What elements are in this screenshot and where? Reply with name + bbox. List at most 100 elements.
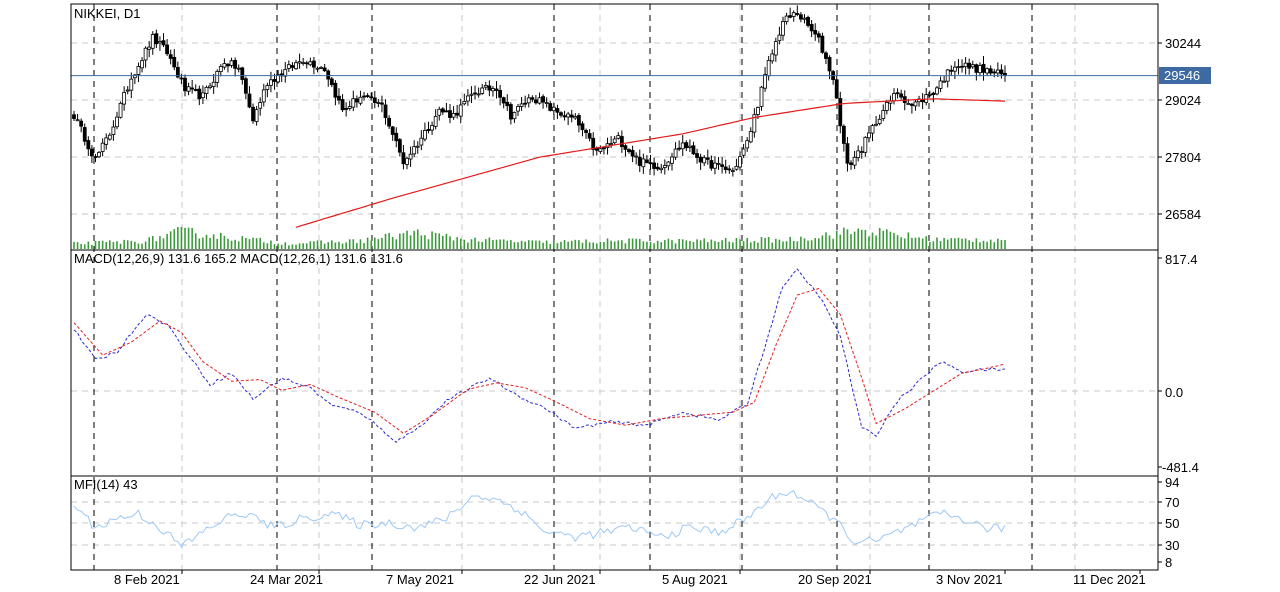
candle-body <box>619 136 624 147</box>
candle-body <box>573 116 578 119</box>
candle-body <box>254 109 259 122</box>
candle-body <box>319 67 323 69</box>
candle-body <box>243 78 248 94</box>
candle-body <box>222 63 227 68</box>
candle-body <box>952 66 957 72</box>
candle-body <box>673 148 678 158</box>
candle-body <box>240 67 245 80</box>
mfi-tick: 70 <box>1165 495 1179 510</box>
candle-body <box>315 67 320 70</box>
candle-body <box>448 110 452 118</box>
candle-body <box>591 137 596 150</box>
candle-body <box>630 150 635 157</box>
candle-body <box>963 62 968 68</box>
price-tick: 27804 <box>1165 150 1201 165</box>
candle-body <box>312 60 316 68</box>
candle-body <box>519 103 524 107</box>
candle-body <box>168 54 173 59</box>
candle-body <box>827 57 832 72</box>
candle-body <box>93 156 98 158</box>
candle-body <box>813 30 818 35</box>
candle-body <box>623 145 628 150</box>
candle-body <box>981 63 986 73</box>
candle-body <box>627 149 631 153</box>
candle-body <box>863 136 868 153</box>
candle-body <box>702 157 707 164</box>
candle-body <box>745 140 750 149</box>
candle-body <box>487 85 492 91</box>
macd-signal-line <box>73 287 1006 434</box>
candle-body <box>301 62 306 64</box>
candle-body <box>741 148 746 156</box>
candle-body <box>444 110 449 113</box>
candle-body <box>995 69 1000 74</box>
candle-body <box>899 93 904 98</box>
candle-body <box>795 13 800 15</box>
candle-body <box>659 167 664 171</box>
candle-body <box>351 98 356 108</box>
candle-body <box>960 65 964 68</box>
x-axis-label: 3 Nov 2021 <box>936 572 1003 587</box>
candle-body <box>172 56 177 68</box>
grid-layer <box>71 4 1158 570</box>
candle-body <box>107 134 112 140</box>
candle-body <box>380 102 384 105</box>
candle-body <box>859 151 864 153</box>
candle-body <box>376 102 381 104</box>
candle-body <box>75 119 80 122</box>
candle-body <box>662 165 667 168</box>
candle-body <box>86 140 91 150</box>
macd-tick: 817.4 <box>1165 252 1198 267</box>
candle-body <box>118 102 123 118</box>
mfi-tick: 8 <box>1165 555 1172 570</box>
candle-body <box>881 110 886 119</box>
candle-body <box>820 35 825 53</box>
price-tick: 26584 <box>1165 207 1201 222</box>
candle-body <box>777 34 782 42</box>
mfi-tick: 94 <box>1165 475 1179 490</box>
candle-body <box>609 143 614 145</box>
x-axis-label: 5 Aug 2021 <box>662 572 728 587</box>
candle-body <box>272 79 277 82</box>
candle-body <box>265 85 270 90</box>
candle-body <box>562 115 567 118</box>
candle-body <box>523 102 528 105</box>
mfi-tick: 30 <box>1165 538 1179 553</box>
candle-body <box>856 150 861 159</box>
candle-body <box>530 97 535 100</box>
x-axis-label: 7 May 2021 <box>386 572 454 587</box>
candle-body <box>884 102 889 111</box>
candle-body <box>748 131 753 143</box>
candle-body <box>387 117 392 127</box>
candle-body <box>713 162 717 169</box>
candle-body <box>548 103 553 111</box>
candle-body <box>666 161 671 167</box>
candle-body <box>286 64 291 69</box>
candle-body <box>308 61 313 66</box>
candle-body <box>942 80 947 83</box>
candle-body <box>136 66 141 75</box>
candle-body <box>458 104 463 117</box>
candle-body <box>90 148 94 157</box>
candle-body <box>999 69 1004 75</box>
candle-body <box>423 130 427 140</box>
candle-body <box>201 92 205 99</box>
candle-body <box>125 89 130 92</box>
candle-body <box>723 166 728 170</box>
candle-body <box>211 81 216 87</box>
candle-body <box>362 95 366 98</box>
candle-body <box>766 60 771 77</box>
candle-body <box>401 152 406 165</box>
candle-body <box>551 106 556 112</box>
candle-body <box>283 68 288 77</box>
candle-body <box>430 125 434 131</box>
candle-body <box>988 68 993 74</box>
candle-body <box>695 153 699 158</box>
candle-body <box>412 146 417 155</box>
candle-body <box>716 162 721 165</box>
candle-body <box>165 44 170 55</box>
candle-body <box>709 160 714 169</box>
current-price-tag <box>1159 67 1211 84</box>
candle-body <box>251 106 255 122</box>
